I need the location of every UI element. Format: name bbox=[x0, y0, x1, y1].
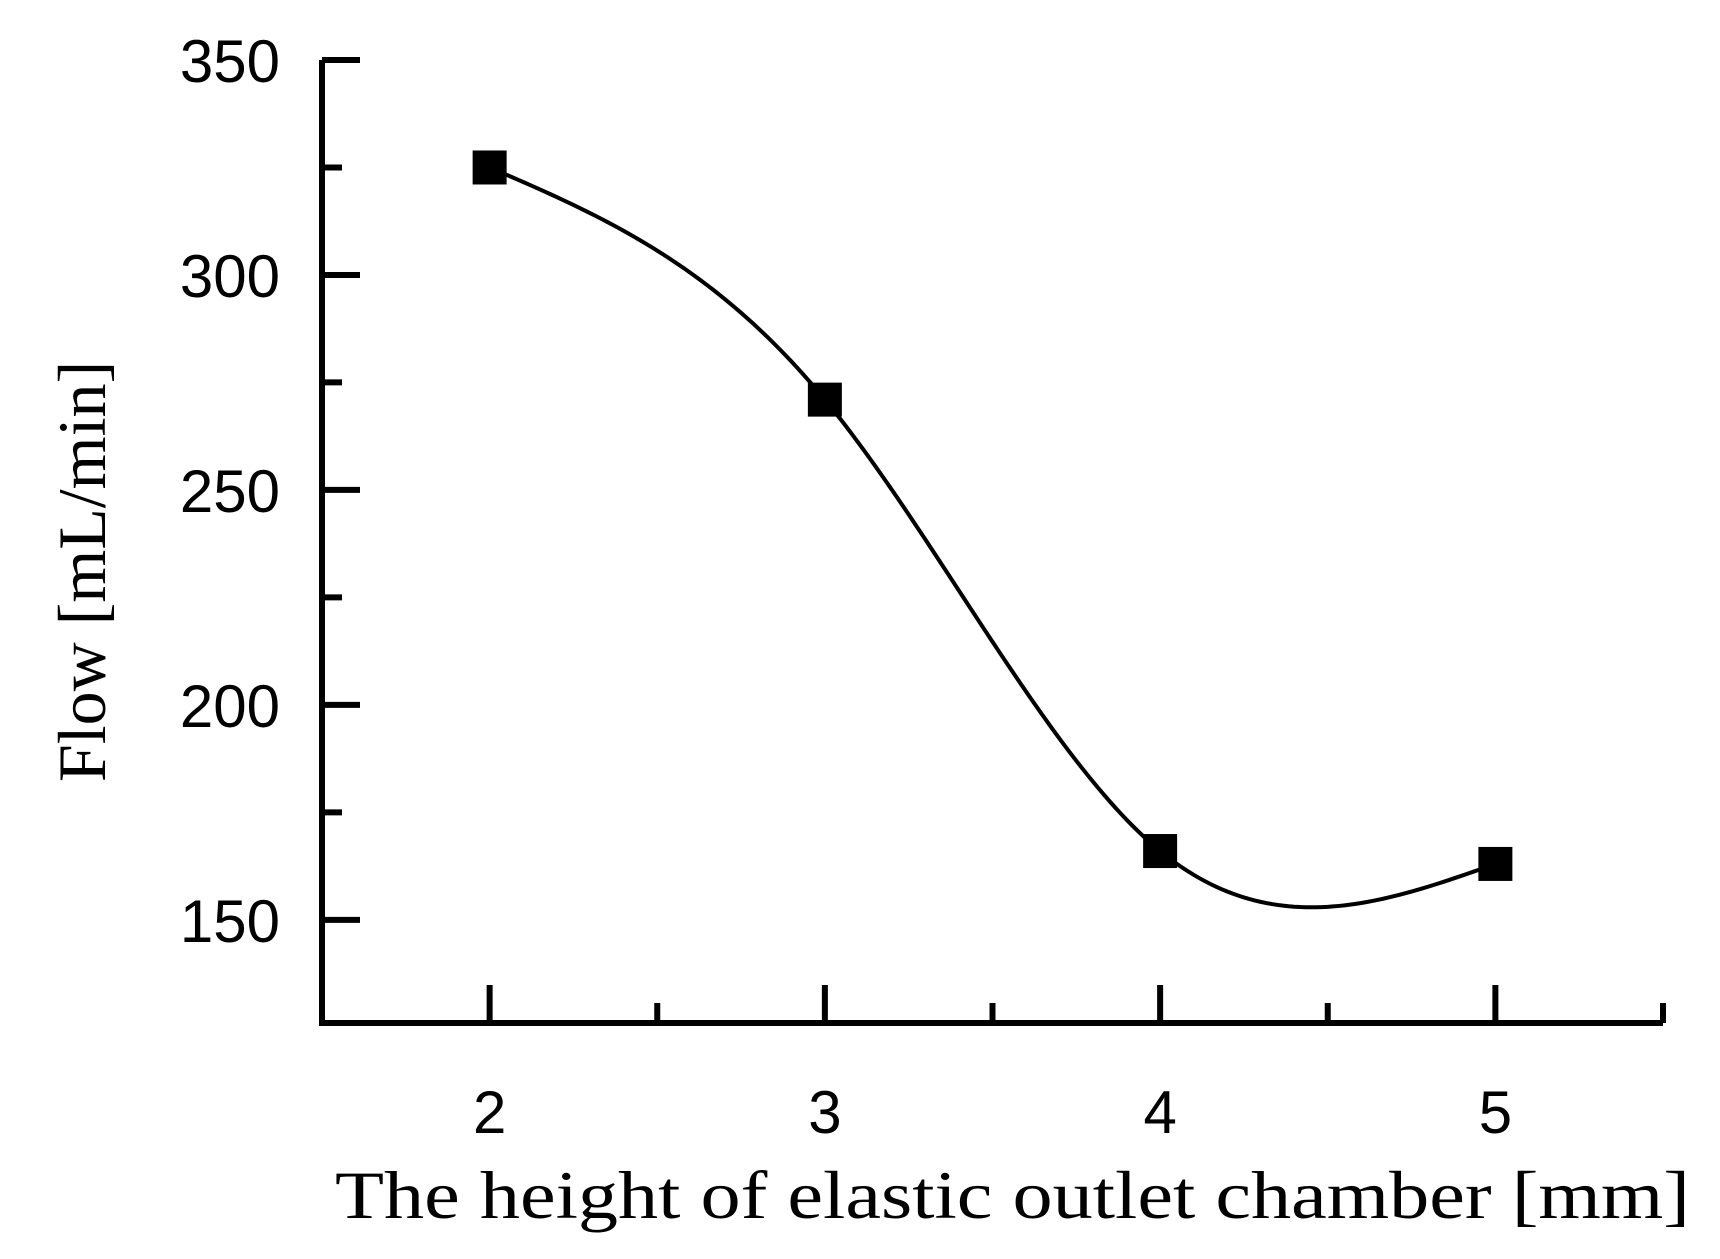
x-tick-label: 3 bbox=[808, 1079, 841, 1146]
y-tick-label: 300 bbox=[180, 243, 280, 310]
y-tick-label: 250 bbox=[180, 458, 280, 525]
y-tick-label: 350 bbox=[180, 28, 280, 95]
y-tick-label: 200 bbox=[180, 673, 280, 740]
plot-area bbox=[472, 150, 1513, 910]
x-tick-label: 4 bbox=[1143, 1079, 1176, 1146]
axes bbox=[319, 60, 1663, 1026]
data-point-marker bbox=[1143, 834, 1178, 869]
x-tick-label: 5 bbox=[1479, 1079, 1512, 1146]
x-axis-ticks: 2 3 4 5 bbox=[473, 985, 1666, 1146]
x-tick-label: 2 bbox=[473, 1079, 506, 1146]
data-point-marker bbox=[1478, 846, 1513, 881]
data-point-marker bbox=[472, 150, 507, 185]
y-axis-ticks: 150 200 250 300 350 bbox=[180, 28, 360, 955]
y-axis-title: Flow [mL/min] bbox=[44, 361, 120, 782]
data-point-marker bbox=[807, 382, 842, 417]
series-line bbox=[488, 165, 1497, 910]
x-axis-title: The height of elastic outlet chamber [mm… bbox=[335, 1157, 1690, 1233]
y-tick-label: 150 bbox=[180, 888, 280, 955]
